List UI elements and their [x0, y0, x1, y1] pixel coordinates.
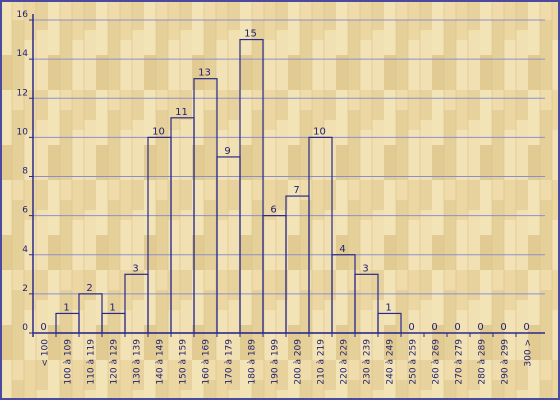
y-tick-label: 12 — [17, 88, 28, 98]
x-tick-label: 230 à 239 — [363, 339, 373, 385]
x-tick-label: 170 à 179 — [225, 339, 235, 385]
x-tick-label: 100 à 109 — [64, 339, 74, 385]
bar-value-label: 0 — [431, 322, 437, 333]
x-tick-label: 160 à 169 — [202, 339, 212, 385]
bar-value-label: 6 — [270, 205, 276, 216]
bar-value-label: 0 — [500, 322, 506, 333]
bar-value-label: 3 — [132, 263, 138, 274]
x-tick-label: 190 à 199 — [271, 339, 281, 385]
y-tick-label: 2 — [22, 284, 28, 294]
bar-value-label: 10 — [152, 126, 165, 137]
bar-value-label: 13 — [198, 68, 211, 79]
bar-value-label: 1 — [385, 302, 391, 313]
bar-value-label: 2 — [86, 283, 92, 294]
x-tick-label: 220 à 229 — [340, 339, 350, 385]
y-tick-label: 16 — [17, 10, 29, 20]
x-tick-label: 200 à 209 — [294, 339, 304, 385]
x-tick-label: 290 à 299 — [501, 339, 511, 385]
x-tick-label: 140 à 149 — [156, 339, 166, 385]
x-tick-label: 270 à 279 — [455, 339, 465, 385]
bar-value-label: 15 — [244, 29, 257, 40]
x-tick-label: 300 > — [524, 339, 534, 367]
x-tick-label: 120 à 129 — [110, 339, 120, 385]
y-tick-label: 6 — [22, 206, 28, 216]
x-tick-label: 240 à 249 — [386, 339, 396, 385]
bar-value-label: 1 — [109, 302, 115, 313]
y-tick-label: 14 — [17, 49, 29, 59]
y-tick-label: 4 — [22, 245, 28, 255]
bar-value-label: 10 — [313, 126, 326, 137]
x-tick-label: 180 à 189 — [248, 339, 258, 385]
x-tick-label: 250 à 259 — [409, 339, 419, 385]
x-tick-label: 150 à 159 — [179, 339, 189, 385]
bar-value-label: 0 — [454, 322, 460, 333]
bar-value-label: 0 — [40, 322, 46, 333]
bar-value-label: 7 — [293, 185, 299, 196]
bar-value-label: 1 — [63, 302, 69, 313]
bar-value-label: 0 — [408, 322, 414, 333]
x-tick-label: 280 à 289 — [478, 339, 488, 385]
x-tick-label: 130 à 139 — [133, 339, 143, 385]
bar-value-label: 11 — [175, 107, 188, 118]
bar-value-label: 0 — [523, 322, 529, 333]
bar-value-label: 0 — [477, 322, 483, 333]
y-tick-label: 10 — [17, 127, 29, 137]
axis-layer — [29, 14, 545, 337]
y-tick-label: 0 — [22, 323, 28, 333]
x-tick-label: 210 à 219 — [317, 339, 327, 385]
x-tick-label: < 100 — [41, 339, 51, 367]
bar-value-label: 9 — [224, 146, 230, 157]
bar-value-label: 3 — [362, 263, 368, 274]
y-tick-label: 8 — [22, 167, 28, 177]
x-tick-label: 110 à 119 — [87, 339, 97, 385]
x-tick-label: 260 à 269 — [432, 339, 442, 385]
bar-value-label: 4 — [339, 244, 345, 255]
